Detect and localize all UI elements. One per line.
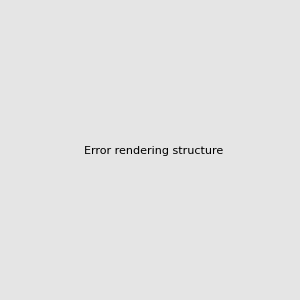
Text: Error rendering structure: Error rendering structure — [84, 146, 224, 157]
